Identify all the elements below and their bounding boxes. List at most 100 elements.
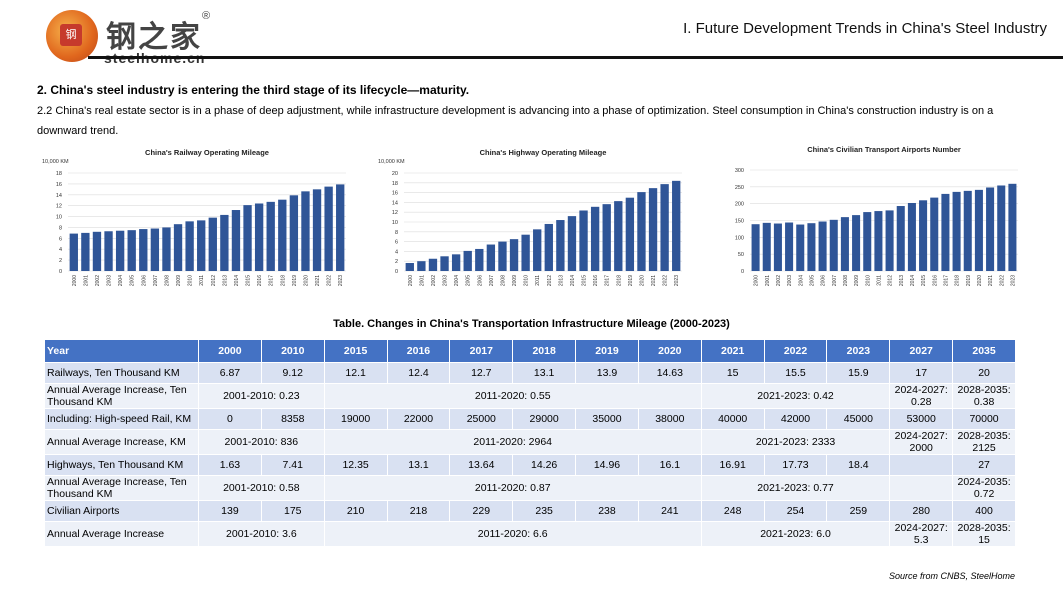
table-cell: 15: [700, 362, 765, 384]
bar: [963, 190, 972, 271]
section-title: I. Future Development Trends in China's …: [683, 20, 1047, 37]
table-cell: 29000: [512, 408, 577, 430]
y-tick-label: 150: [735, 219, 744, 225]
table-cell: 2024-2035: 0.72: [952, 475, 1016, 501]
y-tick-label: 8: [395, 230, 398, 236]
x-tick-label: 2008: [500, 275, 506, 286]
table-row: Civilian Airports 139 175 210 218 229 235 238 24…: [44, 500, 1016, 522]
bar: [818, 221, 827, 271]
x-tick-label: 2015: [582, 275, 588, 286]
table-cell: 12.4: [386, 362, 451, 384]
table-cell: 17: [889, 362, 954, 384]
x-tick-label: 2014: [570, 275, 576, 286]
x-tick-label: 2012: [547, 275, 553, 286]
bar: [579, 210, 588, 271]
x-tick-label: 2010: [524, 275, 530, 286]
row-label: Annual Average Increase: [44, 521, 199, 547]
x-tick-label: 2008: [843, 275, 849, 286]
x-tick-label: 2012: [888, 275, 894, 286]
table-cell: 2021-2023: 0.42: [700, 383, 891, 409]
y-tick-label: 300: [735, 168, 744, 174]
table-cell: 40000: [700, 408, 765, 430]
x-tick-label: 2000: [72, 275, 78, 286]
x-tick-label: 2011: [199, 275, 205, 286]
x-tick-label: 2006: [477, 275, 483, 286]
chart-svg: China's Railway Operating Mileage 10,000 …: [42, 148, 346, 286]
x-tick-label: 2004: [798, 275, 804, 286]
x-tick-label: 2017: [269, 275, 275, 286]
bar: [509, 239, 519, 271]
chart-unit-label: 10,000 KM: [42, 159, 69, 165]
x-tick-label: 2018: [955, 275, 961, 286]
bar: [852, 215, 861, 271]
y-tick-label: 250: [735, 185, 744, 191]
table-cell: 259: [826, 500, 891, 522]
bar: [289, 195, 299, 271]
x-tick-label: 2020: [977, 275, 983, 286]
x-tick-label: 2009: [854, 275, 860, 286]
bar: [533, 229, 542, 271]
bar: [625, 197, 635, 271]
y-tick-label: 8: [59, 225, 62, 231]
bar: [807, 223, 816, 271]
table-header-cell: 2000: [198, 339, 262, 363]
bar: [773, 223, 782, 271]
table-cell: 19000: [323, 408, 388, 430]
x-tick-label: 2017: [943, 275, 949, 286]
x-tick-label: 2015: [921, 275, 927, 286]
x-tick-label: 2022: [999, 275, 1005, 286]
x-tick-label: 2006: [821, 275, 827, 286]
bar: [885, 210, 894, 271]
x-tick-label: 2023: [1010, 275, 1016, 286]
table-cell: 238: [575, 500, 639, 522]
table-cell: 15.5: [763, 362, 828, 384]
table-cell: 2024-2027: 5.3: [889, 521, 954, 547]
x-tick-label: 2020: [639, 275, 645, 286]
y-tick-label: 0: [59, 269, 62, 275]
x-tick-label: 2019: [628, 275, 634, 286]
bar: [660, 184, 669, 271]
y-tick-label: 20: [392, 171, 398, 177]
table-cell: 2024-2027: 0.28: [889, 383, 954, 409]
x-tick-label: 2013: [899, 275, 905, 286]
x-tick-label: 2016: [593, 275, 599, 286]
y-tick-label: 50: [738, 252, 744, 258]
bar: [986, 187, 995, 271]
table-cell: 12.35: [323, 454, 388, 476]
table-cell: 2028-2035: 15: [952, 521, 1016, 547]
y-tick-label: 16: [392, 191, 398, 197]
bar: [648, 188, 658, 271]
x-tick-label: 2020: [303, 275, 309, 286]
table-cell: 254: [763, 500, 828, 522]
bar: [69, 233, 78, 271]
table-cell: 35000: [575, 408, 639, 430]
bar: [941, 193, 950, 271]
table-cell: 2011-2020: 6.6: [323, 521, 702, 547]
x-tick-label: 2003: [787, 275, 793, 286]
bar: [614, 201, 623, 271]
table-cell: 139: [198, 500, 262, 522]
x-tick-label: 2003: [107, 275, 113, 286]
y-tick-label: 0: [741, 269, 744, 275]
header-divider: [88, 56, 1063, 59]
infrastructure-table: Year 2000 2010 2015 2016 2017 2018 2019 2020 2021…: [44, 339, 1016, 547]
bar: [173, 224, 183, 271]
y-tick-label: 18: [56, 171, 62, 177]
x-tick-label: 2019: [292, 275, 298, 286]
table-cell: 8358: [260, 408, 325, 430]
y-tick-label: 4: [395, 249, 398, 255]
logo-chinese-text: 钢之家: [106, 20, 202, 55]
table-row: Railways, Ten Thousand KM 6.87 9.12 12.1 12.…: [44, 362, 1016, 384]
bar: [762, 222, 771, 271]
table-row: Including: High-speed Rail, KM 0 8358 19000…: [44, 408, 1016, 430]
x-tick-label: 2011: [876, 275, 882, 286]
bar: [602, 204, 611, 271]
page-header: 钢 钢之家 ® steelhome.cn I. Future Developme…: [0, 0, 1063, 66]
bar: [220, 214, 229, 271]
x-tick-label: 2000: [754, 275, 760, 286]
x-tick-label: 2014: [234, 275, 240, 286]
table-header-cell: 2010: [260, 339, 325, 363]
x-tick-label: 2019: [966, 275, 972, 286]
logo-seal-icon: 钢: [60, 24, 82, 46]
chart-svg: China's Civilian Transport Airports Numb…: [735, 145, 1018, 286]
